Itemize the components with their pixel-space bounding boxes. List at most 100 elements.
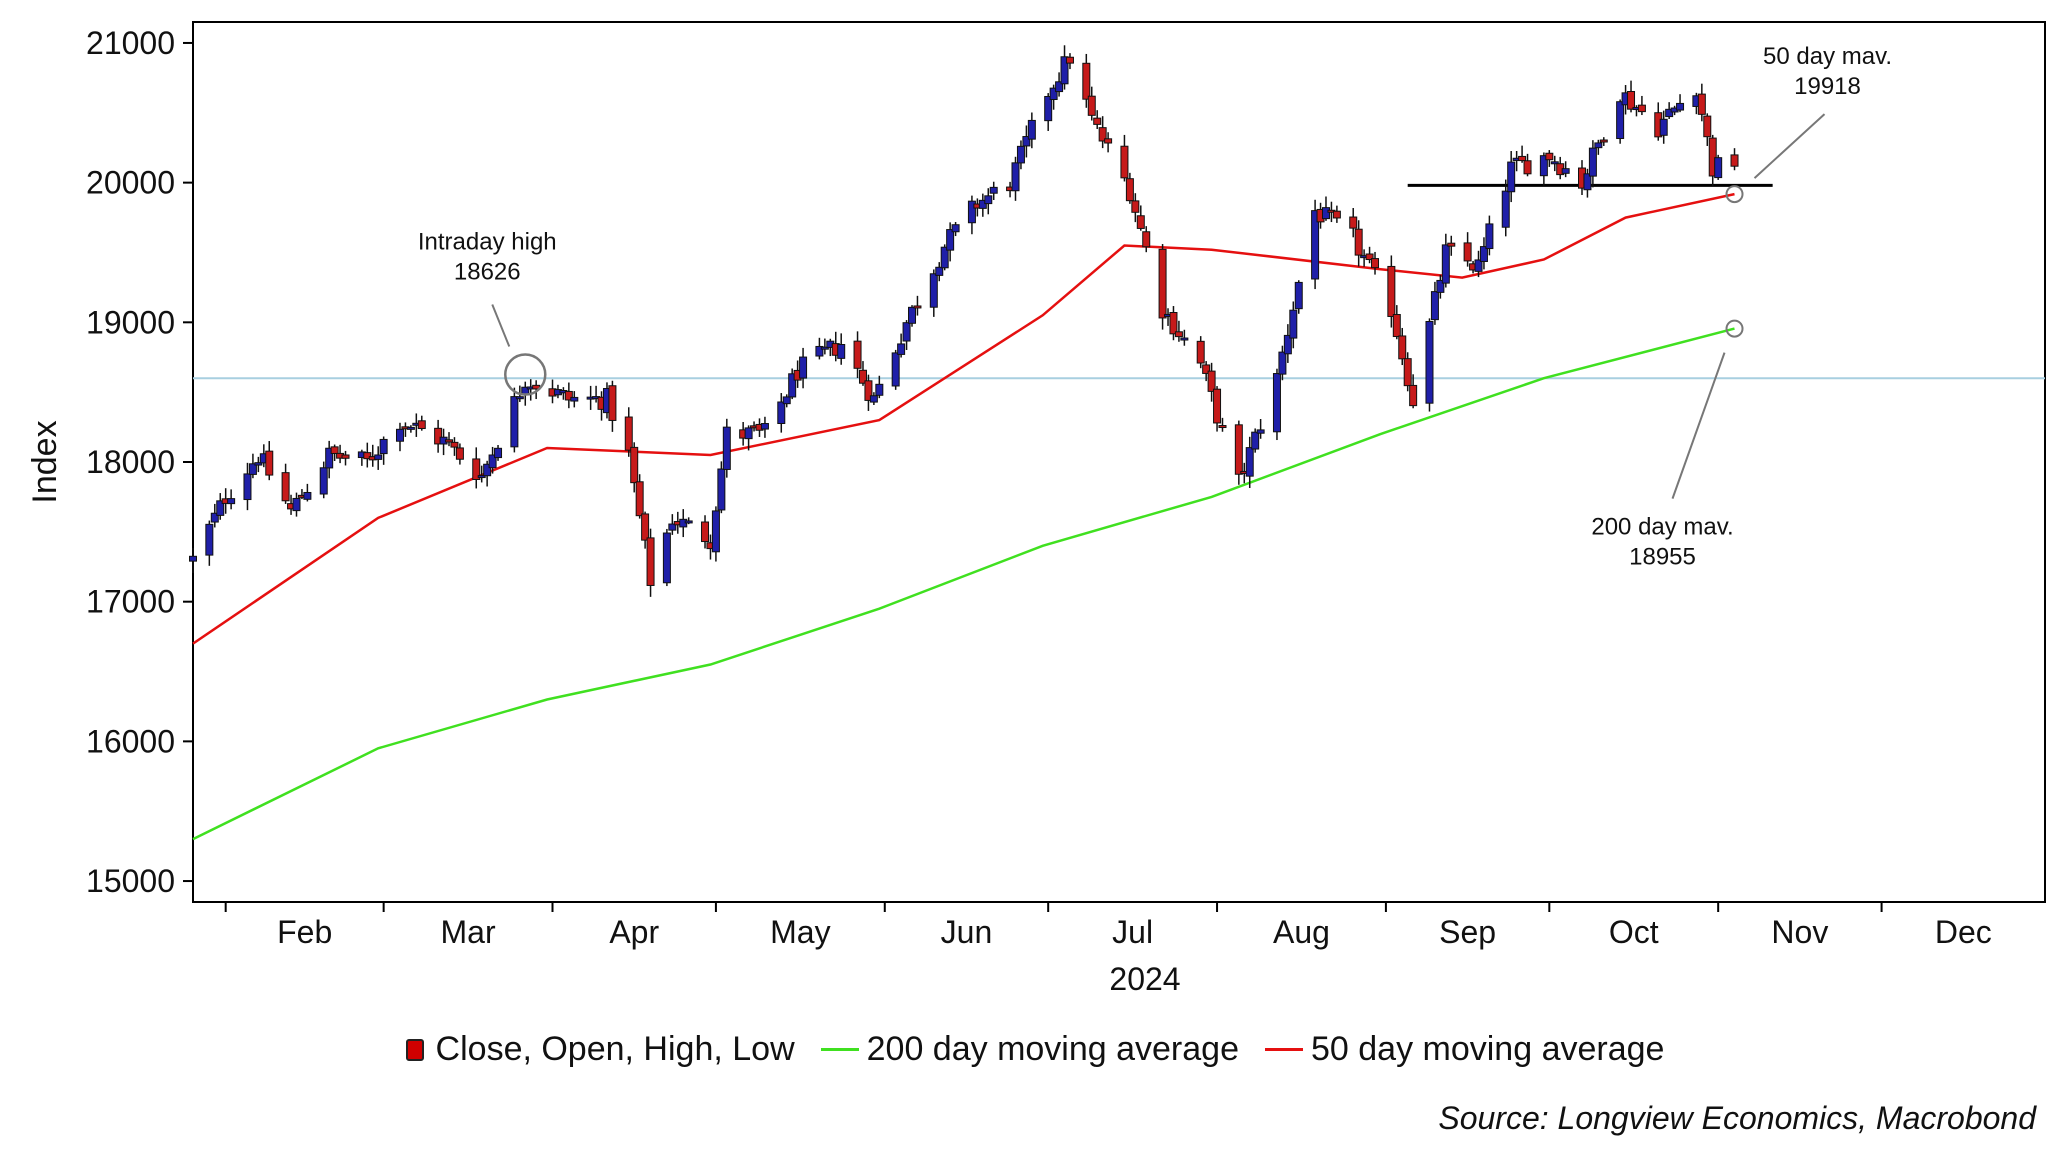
candles (189, 45, 1739, 597)
candle-body (630, 446, 639, 484)
candle-body (243, 473, 252, 501)
candle-body (1354, 228, 1363, 256)
candle-body (1561, 168, 1570, 174)
candle-body (1311, 210, 1320, 280)
annotation-label: 200 day mav. (1591, 514, 1733, 541)
x-tick-label: Aug (1273, 914, 1330, 950)
x-tick-label: Apr (609, 914, 659, 950)
candle-body (455, 447, 464, 460)
candle-body (1436, 279, 1445, 293)
candle-body (363, 452, 372, 460)
candle-body (374, 454, 383, 460)
legend-label-candles: Close, Open, High, Low (435, 1030, 795, 1068)
candle-body (1594, 142, 1603, 149)
candle-body (1479, 246, 1488, 262)
candle-body (1637, 104, 1646, 113)
candle-body (902, 322, 911, 342)
candle-body (1550, 161, 1559, 165)
candle-body (1332, 210, 1341, 219)
annotation-leader (1671, 352, 1726, 499)
candle-body (1251, 431, 1260, 450)
candle-body (450, 441, 459, 448)
candle-body (1027, 119, 1036, 140)
candle-body (1289, 309, 1298, 339)
candle-body (908, 306, 917, 324)
candle-body (1425, 321, 1434, 404)
candle-body (1131, 200, 1140, 213)
candle-body (1708, 137, 1717, 177)
candle-body (216, 500, 225, 516)
candle-body (1065, 56, 1074, 64)
candle-body (815, 345, 824, 357)
candle-body (935, 266, 944, 276)
x-tick-label: Feb (277, 914, 332, 950)
y-tick-label: 15000 (86, 863, 175, 899)
candle-body (1659, 118, 1668, 136)
candle-legend-icon (405, 1038, 424, 1061)
source-note: Source: Longview Economics, Macrobond (1438, 1100, 2036, 1136)
candle-body (1044, 95, 1053, 122)
candle-body (1087, 95, 1096, 116)
candle-body (1104, 138, 1113, 144)
candle-body (1583, 173, 1592, 191)
candle-body (1676, 102, 1685, 111)
candle-body (1278, 351, 1287, 375)
candle-body (913, 305, 922, 309)
candle-body (1371, 258, 1380, 269)
candle-body (1049, 87, 1058, 101)
candle-body (1665, 108, 1674, 118)
candle-body (570, 396, 579, 402)
candle-body (1082, 62, 1091, 100)
candle-body (869, 395, 878, 403)
candle-body (395, 428, 404, 442)
candle-body (782, 396, 791, 405)
candle-body (1125, 178, 1134, 202)
candle-body (984, 195, 993, 205)
candle-body (1283, 334, 1292, 355)
candle-body (744, 427, 753, 440)
candle-body (341, 454, 350, 459)
candle-body (668, 523, 677, 531)
candle-body (1518, 155, 1527, 162)
candle-body (1016, 145, 1025, 164)
candle-body (820, 346, 829, 350)
candle-body (1093, 117, 1102, 125)
candle-body (837, 344, 846, 359)
candle-body (1060, 56, 1069, 85)
y-tick-label: 18000 (86, 444, 175, 480)
candle-body (1403, 358, 1412, 387)
candle-body (1485, 223, 1494, 250)
y-tick-label: 21000 (86, 25, 175, 61)
candle-body (788, 373, 797, 398)
annotation-label: Intraday high (418, 229, 557, 256)
x-tick-label: Dec (1935, 914, 1992, 950)
candle-body (303, 491, 312, 500)
candle-body (1463, 242, 1472, 262)
candle-body (1441, 244, 1450, 284)
candle-body (1202, 364, 1211, 374)
annotation-leader (1753, 113, 1826, 179)
candle-body (330, 446, 339, 454)
candle-body (417, 420, 426, 430)
candle-body (1599, 139, 1608, 143)
candle-body (717, 468, 726, 511)
y-tick-label: 20000 (86, 165, 175, 201)
candle-body (864, 380, 873, 401)
candle-body (319, 467, 328, 495)
legend-item-50dma: 50 day moving average (1264, 1030, 1665, 1069)
annotation-circle (504, 353, 547, 396)
candle-body (1055, 81, 1064, 93)
candle-body (510, 396, 519, 448)
candle-body (564, 390, 573, 401)
candle-body (897, 343, 906, 355)
legend-label-50dma: 50 day moving average (1310, 1030, 1665, 1068)
x-tick-label: May (770, 914, 830, 950)
candle-body (641, 513, 650, 541)
candle-body (1430, 291, 1439, 321)
ma50-line (192, 192, 1735, 645)
candle-body (1120, 145, 1129, 179)
candle-body (1321, 207, 1330, 220)
candle-body (1730, 154, 1739, 167)
x-tick-label: Mar (441, 914, 496, 950)
